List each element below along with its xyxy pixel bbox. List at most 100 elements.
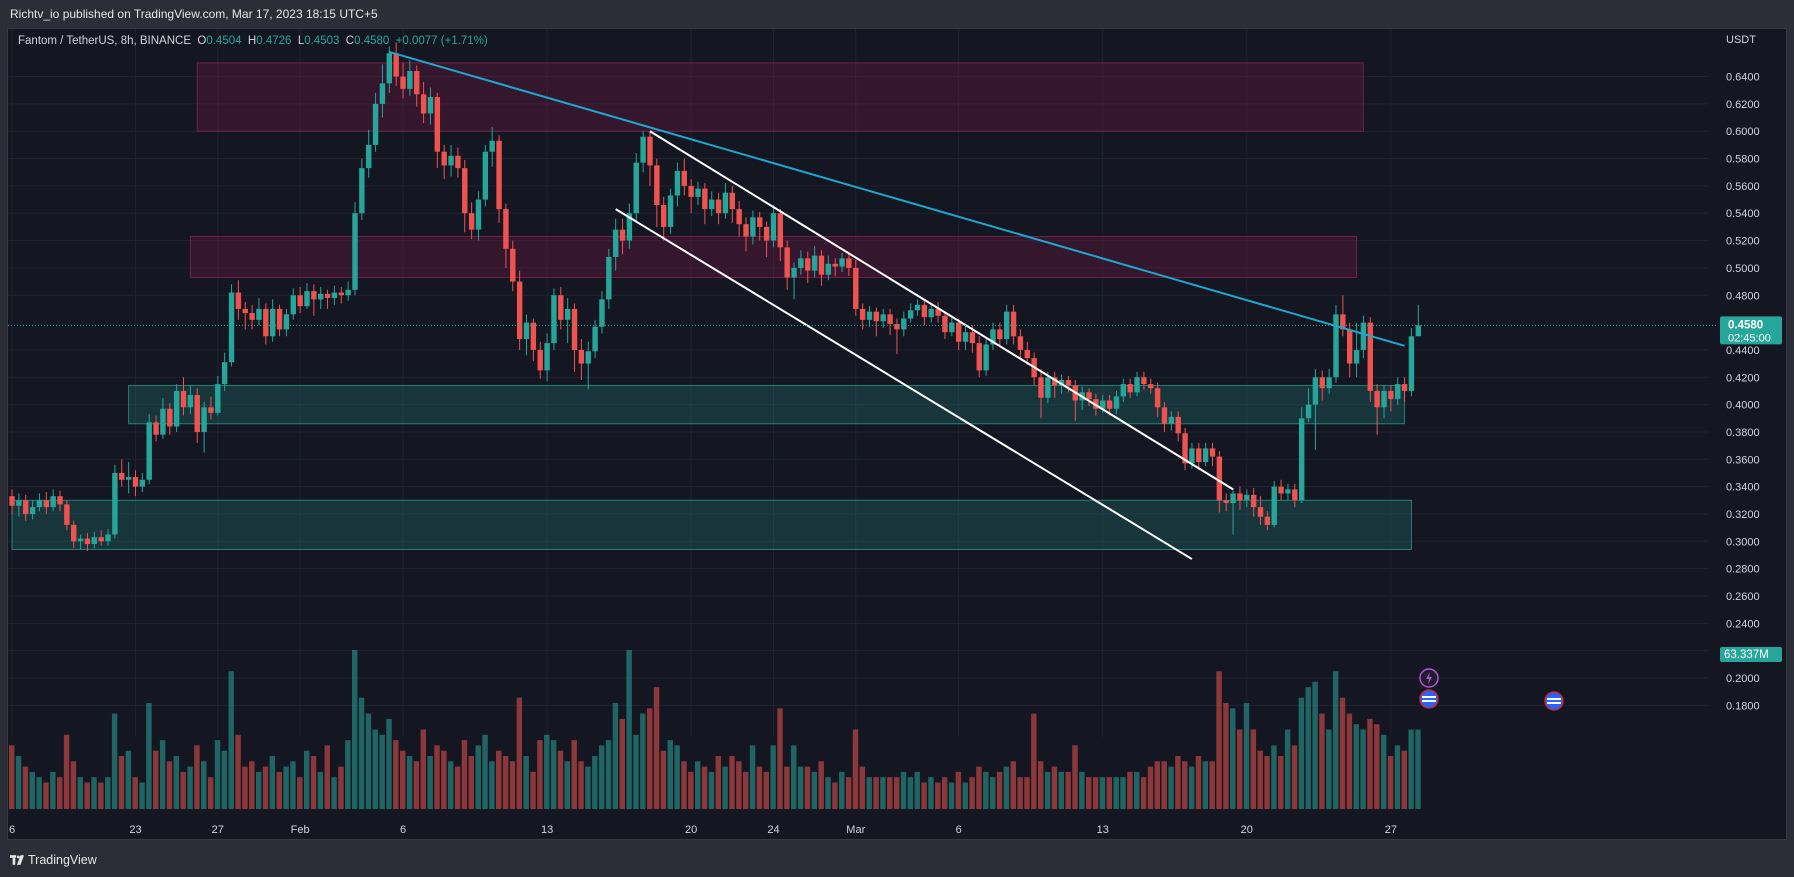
bearish-candle [743,224,749,237]
volume-bar [310,756,317,809]
trendline [389,50,1405,347]
us-flag-event-icon[interactable] [1544,691,1564,711]
bullish-candle [125,477,132,480]
volume-bar [242,766,248,809]
bearish-candle [832,263,838,267]
volume-bar [125,750,132,809]
volume-bar [976,766,982,809]
volume-bar [1230,708,1236,809]
volume-bar [434,745,440,809]
support-zone [128,384,1406,425]
volume-bar [941,777,948,809]
volume-bar [612,703,619,809]
volume-bar [743,771,749,809]
close-label: C [345,35,355,47]
low-value: 0.4503 [304,35,340,47]
bullish-candle [606,256,612,300]
bearish-candle [1038,377,1044,398]
volume-bar [1408,729,1414,809]
volume-bar [722,766,728,809]
volume-bar [441,750,447,809]
volume-bar [839,771,845,809]
bullish-candle [331,292,338,298]
bullish-candle [1298,418,1305,501]
volume-bar [852,729,859,809]
volume-bar [132,777,138,809]
bearish-candle [1292,489,1298,501]
bearish-candle [1182,433,1188,464]
bullish-candle [173,390,180,427]
bearish-candle [119,472,125,480]
bullish-candle [427,97,434,114]
bearish-candle [688,185,694,197]
bearish-candle [647,136,653,166]
bullish-candle [105,534,111,542]
volume-bar [214,740,221,809]
bearish-candle [1052,377,1058,386]
bullish-candle [359,168,365,214]
bearish-candle [1237,493,1243,501]
volume-bar [228,671,234,809]
bullish-candle [523,322,530,339]
bullish-candle [674,170,681,196]
bearish-candle [1141,377,1147,385]
us-flag-event-icon[interactable] [1419,689,1439,709]
bullish-candle [585,351,591,364]
symbol-legend: Fantom / TetherUS, 8h, BINANCE O0.4504 H… [18,35,488,47]
bearish-candle [1319,377,1325,389]
bullish-candle [907,310,914,319]
bullish-candle [1045,377,1051,398]
bearish-candle [805,258,811,271]
chart-panel[interactable]: USDT 0.6400 0.6200 0.6000 0.5800 0.5600 0.540… [7,28,1787,840]
volume-bars [9,650,1421,809]
price-tick-label: 0.5400 [1726,208,1760,220]
bullish-candle [448,155,454,166]
price-axis[interactable]: USDT 0.6400 0.6200 0.6000 0.5800 0.5600 0.540… [1726,34,1760,712]
volume-bar [791,745,797,809]
bearish-candle [558,295,564,320]
bearish-candle [853,267,859,309]
volume-bar [544,734,550,809]
volume-bar [1127,771,1133,809]
volume-bar [1195,756,1202,809]
open-value: 0.4504 [206,35,242,47]
bearish-candle [98,537,104,542]
bearish-candle [1010,311,1017,337]
bullish-candle [489,140,495,152]
volume-bar [955,771,962,809]
chart-markers[interactable] [1419,668,1564,711]
volume-bar [509,761,516,809]
volume-bar [448,761,454,809]
volume-bar [1257,750,1263,809]
volume-bar [729,756,735,809]
volume-bar [777,708,783,809]
bearish-candle [846,258,852,268]
bullish-candle [770,213,777,241]
bullish-candle [1244,494,1250,501]
bearish-candle [955,322,962,342]
bearish-candle [276,308,283,330]
flash-event-icon[interactable] [1419,668,1439,688]
bearish-candle [1347,329,1353,364]
volume-bar [715,756,721,809]
volume-bar [1236,729,1243,809]
bearish-candle [9,496,15,506]
volume-bar [269,756,276,809]
volume-bar [166,761,173,809]
bearish-candle [180,390,187,408]
bearish-candle [1086,392,1092,400]
volume-bar [324,745,330,809]
volume-bar [400,750,406,809]
bullish-candle [901,318,907,330]
bearish-candle [455,155,461,169]
volume-bar [900,771,907,809]
volume-bar [303,750,310,809]
time-axis[interactable]: 6 23 27 Feb 6 13 20 24 Mar 6 13 20 27 [9,824,1397,836]
time-tick-label: 6 [400,824,406,836]
volume-bar [1243,703,1250,809]
candlestick-chart[interactable]: USDT 0.6400 0.6200 0.6000 0.5800 0.5600 0.540… [8,29,1786,839]
volume-bar [317,771,324,809]
bearish-candle [1017,336,1024,350]
volume-bar [763,771,769,809]
volume-bar [859,766,866,809]
